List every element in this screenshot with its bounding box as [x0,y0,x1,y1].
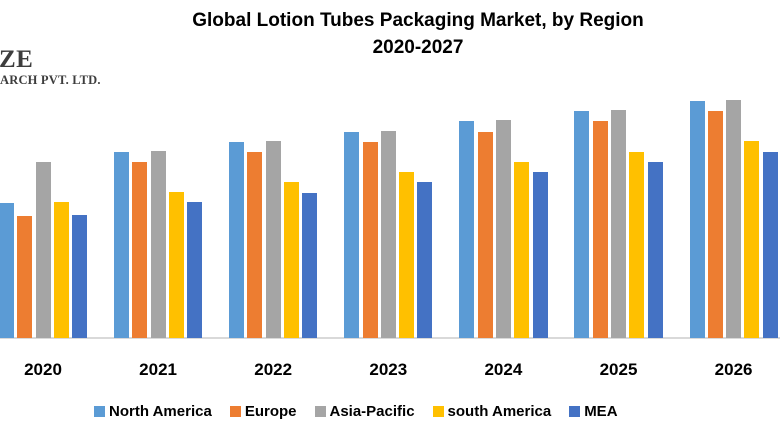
bar-asia-pacific-2026 [726,100,742,338]
legend-item-asia-pacific: Asia-Pacific [314,403,415,420]
bar-europe-2025 [592,121,608,338]
bar-north-america-2022 [229,142,245,338]
legend-swatch-icon [94,406,105,417]
x-axis-label-2020: 2020 [24,360,62,379]
legend-item-europe: Europe [229,403,297,420]
bar-north-america-2023 [344,132,360,338]
bar-north-america-2026 [689,101,705,338]
bar-north-america-2024 [459,121,475,338]
bar-europe-2024 [477,132,493,338]
bar-south-america-2021 [168,192,184,338]
bar-mea-2023 [417,182,433,338]
bar-asia-pacific-2021 [150,151,166,338]
x-axis-label-2026: 2026 [714,360,753,379]
bar-south-america-2023 [399,172,415,338]
legend-swatch-icon [432,406,444,417]
bar-south-america-2026 [744,141,760,338]
x-axis-label-2024: 2024 [484,360,523,379]
bar-europe-2026 [707,111,723,338]
bar-europe-2021 [132,162,148,338]
legend-label: North America [109,403,212,420]
chart-title: Global Lotion Tubes Packaging Market, by… [55,7,780,61]
bar-mea-2025 [647,162,663,338]
bar-asia-pacific-2022 [265,141,281,338]
bar-asia-pacific-2025 [611,110,626,338]
bar-mea-2020 [72,215,88,338]
bar-mea-2022 [302,193,318,338]
brand-logo: ZE ARCH PVT. LTD. [0,47,101,87]
bar-north-america-2020 [0,203,14,338]
legend-item-north-america: North America [94,403,212,420]
x-axis-label-2022: 2022 [254,360,293,379]
bar-south-america-2025 [629,152,645,338]
legend-item-south-america: south America [432,403,552,420]
legend-label: south America [447,403,552,420]
brand-logo-text-top: ZE [0,46,34,73]
legend-label: Asia-Pacific [329,403,415,420]
x-axis-label-2021: 2021 [139,360,177,379]
bar-asia-pacific-2020 [35,162,51,338]
legend-swatch-icon [314,406,326,417]
x-axis-label-2025: 2025 [599,360,638,379]
chart-title-line1: Global Lotion Tubes Packaging Market, by… [192,10,644,31]
bar-south-america-2020 [53,202,69,338]
legend-item-mea: MEA [569,403,618,420]
x-axis-label-2023: 2023 [369,360,408,379]
bar-north-america-2025 [574,111,590,338]
legend-label: Europe [244,403,297,420]
brand-logo-text-bottom: ARCH PVT. LTD. [0,73,101,87]
bar-south-america-2024 [514,162,530,338]
bar-asia-pacific-2024 [495,120,511,338]
bar-mea-2021 [187,202,203,338]
legend-label: MEA [584,403,618,420]
bar-asia-pacific-2023 [380,131,396,338]
bar-north-america-2021 [114,152,129,338]
bar-mea-2024 [532,172,548,338]
legend-swatch-icon [569,406,581,417]
x-axis-line [0,337,780,339]
bar-europe-2023 [362,142,378,338]
bar-mea-2026 [762,152,778,338]
bar-europe-2020 [17,216,33,338]
chart-title-line2: 2020-2027 [372,37,464,58]
legend: North America Europe Asia-Pacific south Ame… [94,403,618,420]
legend-swatch-icon [229,406,241,417]
bar-europe-2022 [247,152,263,338]
bar-south-america-2022 [284,182,299,338]
